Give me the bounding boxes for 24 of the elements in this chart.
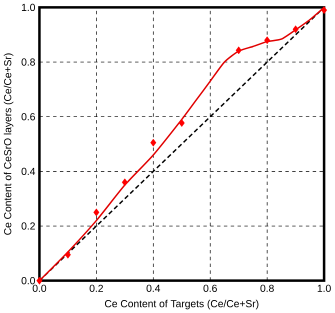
point: [64, 250, 71, 259]
x-tick-label: 1.0: [318, 284, 331, 292]
point: [178, 119, 185, 127]
point: [236, 46, 242, 54]
y-tick-label: 0.6: [22, 113, 35, 120]
point: [122, 178, 128, 186]
point: [36, 276, 42, 284]
y-tick-label: 0.8: [22, 58, 35, 66]
x-tick-label: 0.6: [203, 284, 217, 292]
x-tick-label: 0.2: [90, 284, 103, 292]
x-tick-label: 0.8: [260, 284, 274, 292]
x-tick-label: 0.0: [32, 284, 46, 292]
y-tick-label: 1.0: [22, 4, 36, 11]
y-tick-label: 0.0: [22, 276, 36, 284]
point: [264, 36, 270, 44]
point: [93, 208, 100, 216]
point: [292, 25, 299, 34]
point: [321, 6, 328, 14]
y-tick-label: 0.4: [22, 168, 36, 175]
point: [150, 138, 156, 146]
x-axis-title: Ce Content of Targets (Ce/Ce+Sr): [104, 300, 258, 310]
x-tick-label: 0.4: [146, 284, 160, 292]
y-tick-label: 0.2: [22, 222, 35, 230]
y-axis-title: Ce Content of CeSrO layers (Ce/Ce+Sr): [4, 53, 14, 235]
